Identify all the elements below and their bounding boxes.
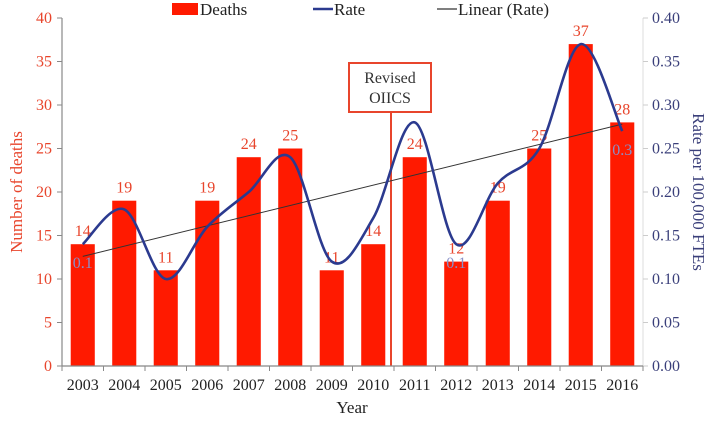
- y-tick-label-right: 0.20: [652, 184, 680, 201]
- bar-deaths-2008: [278, 148, 303, 366]
- y-tick-label-left: 30: [36, 97, 52, 114]
- y-tick-label-left: 35: [36, 54, 52, 71]
- bar-label-2016: 28: [614, 101, 630, 118]
- x-tick-label: 2010: [357, 377, 389, 394]
- x-tick-label: 2009: [316, 377, 348, 394]
- x-tick-label: 2012: [440, 377, 472, 394]
- x-tick-label: 2008: [274, 377, 306, 394]
- x-tick-label: 2015: [565, 377, 597, 394]
- bar-label-2015: 37: [573, 23, 589, 40]
- x-axis-title: Year: [336, 398, 368, 417]
- bar-label-2011: 24: [407, 136, 423, 153]
- bar-deaths-2003: [70, 244, 95, 366]
- annotation-box: [348, 62, 432, 113]
- y-tick-label-left: 40: [36, 10, 52, 27]
- bar-label-2003: 14: [75, 223, 91, 240]
- rate-label-2003: 0.1: [73, 255, 93, 272]
- y-tick-label-left: 0: [44, 358, 52, 375]
- bar-label-2005: 11: [158, 249, 173, 266]
- bar-label-2007: 24: [241, 136, 257, 153]
- bar-label-2006: 19: [199, 180, 215, 197]
- bar-deaths-2013: [485, 200, 510, 366]
- legend: Deaths Rate Linear (Rate): [172, 0, 549, 19]
- y-tick-label-right: 0.15: [652, 228, 680, 245]
- bar-deaths-2005: [153, 270, 178, 366]
- y-tick-label-left: 25: [36, 141, 52, 158]
- bar-deaths-2015: [568, 44, 593, 366]
- axes-group: 0 5 10 15 20 25 30 35 40 0.00 0.05 0.10 0.15 0.20 0.25…: [36, 10, 680, 394]
- annotation-text-line: OIICS: [369, 90, 411, 107]
- y-tick-label-right: 0.05: [652, 315, 680, 332]
- x-tick-label: 2003: [67, 377, 99, 394]
- y-tick-label-left: 10: [36, 271, 52, 288]
- annotation-group: Revised OIICS: [348, 62, 432, 366]
- x-tick-label: 2006: [191, 377, 223, 394]
- bar-deaths-2012: [444, 261, 469, 366]
- x-tick-label: 2013: [482, 377, 514, 394]
- bar-deaths-2011: [402, 157, 427, 366]
- rate-line-group: [81, 42, 624, 281]
- legend-label-linear: Linear (Rate): [458, 0, 549, 19]
- legend-swatch-deaths: [172, 3, 198, 15]
- x-tick-label: 2007: [233, 377, 265, 394]
- y-tick-label-left: 5: [44, 315, 52, 332]
- y-tick-label-right: 0.30: [652, 97, 680, 114]
- bar-label-2004: 19: [116, 180, 132, 197]
- bar-label-2013: 19: [490, 180, 506, 197]
- x-tick-label: 2004: [108, 377, 140, 394]
- x-tick-label: 2014: [523, 377, 555, 394]
- bar-deaths-2010: [361, 244, 386, 366]
- trendline-linear-rate: [82, 123, 623, 257]
- bar-deaths-2014: [527, 148, 552, 366]
- x-tick-label: 2005: [150, 377, 182, 394]
- x-tick-label: 2011: [399, 377, 430, 394]
- y-tick-label-left: 20: [36, 184, 52, 201]
- rate-labels-group: 0.1 0.1 0.3: [73, 142, 633, 272]
- legend-label-deaths: Deaths: [200, 0, 247, 19]
- bar-deaths-2004: [112, 200, 137, 366]
- trendline-group: [82, 123, 623, 257]
- legend-label-rate: Rate: [334, 0, 365, 19]
- bar-deaths-2016: [610, 122, 635, 367]
- annotation-text-line: Revised: [364, 70, 416, 87]
- y-tick-label-right: 0.00: [652, 358, 680, 375]
- y-tick-label-left: 15: [36, 228, 52, 245]
- y-tick-label-right: 0.10: [652, 271, 680, 288]
- x-tick-label: 2016: [606, 377, 638, 394]
- bar-deaths-2009: [319, 270, 344, 366]
- y-tick-label-right: 0.40: [652, 10, 680, 27]
- y-axis-title-left: Number of deaths: [7, 131, 26, 253]
- bar-label-2008: 25: [282, 128, 298, 145]
- bar-deaths-2007: [236, 157, 261, 366]
- rate-label-2012: 0.1: [446, 255, 466, 272]
- y-tick-label-right: 0.25: [652, 141, 680, 158]
- y-tick-label-right: 0.35: [652, 54, 680, 71]
- y-axis-title-right: Rate per 100,000 FTEs: [689, 113, 708, 271]
- rate-label-2016: 0.3: [612, 142, 632, 159]
